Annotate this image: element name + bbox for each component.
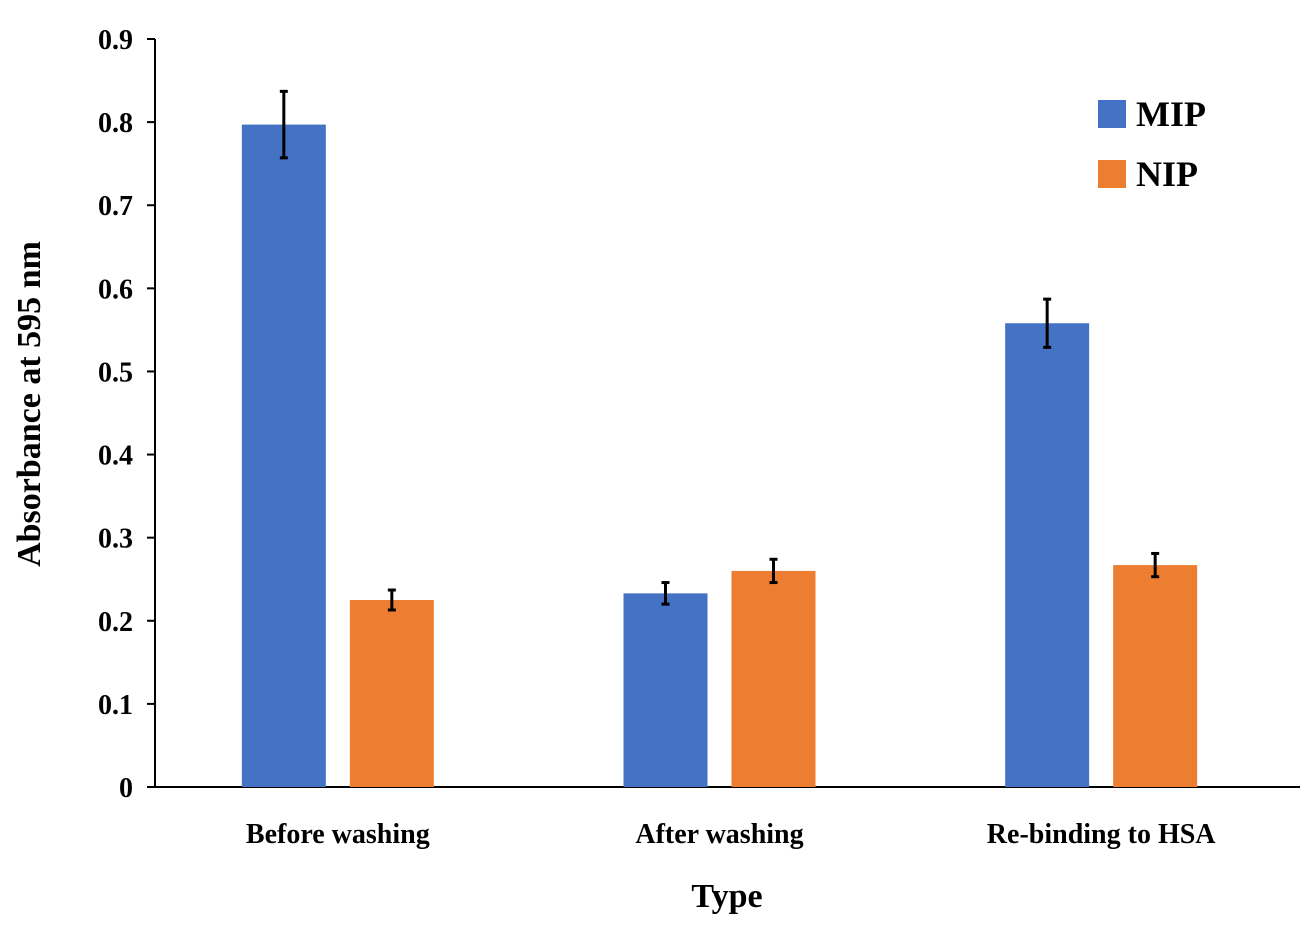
y-tick-label: 0.5 <box>98 357 133 388</box>
bar-mip <box>1005 323 1090 787</box>
y-tick-label: 0.8 <box>98 108 133 139</box>
y-axis-title: Absorbance at 595 nm <box>11 241 48 567</box>
y-tick-label: 0 <box>119 773 133 804</box>
x-category-label: After washing <box>635 819 803 850</box>
bar-mip <box>241 124 326 788</box>
x-axis: Before washing After washing Re-binding to… <box>155 786 1300 850</box>
y-tick-label: 0.3 <box>98 524 133 555</box>
legend-label-mip: MIP <box>1136 94 1206 134</box>
legend-label-nip: NIP <box>1136 154 1198 194</box>
y-tick-label: 0.1 <box>98 690 133 721</box>
bars <box>241 89 1198 788</box>
bar-mip <box>623 593 708 787</box>
legend-swatch-mip <box>1098 100 1126 128</box>
x-category-label: Before washing <box>246 819 430 850</box>
y-axis: 0 0.1 0.2 0.3 0.4 0.5 0.6 0.7 0.8 0.9 <box>98 25 156 804</box>
y-tick-label: 0.6 <box>98 274 133 305</box>
bar-nip <box>349 600 434 787</box>
y-tick-label: 0.9 <box>98 25 133 56</box>
legend-swatch-nip <box>1098 160 1126 188</box>
y-tick-label: 0.2 <box>98 607 133 638</box>
y-tick-label: 0.4 <box>98 441 133 472</box>
x-axis-title: Type <box>691 878 762 915</box>
bar-nip <box>731 570 816 787</box>
bar-nip <box>1113 565 1198 787</box>
x-category-label: Re-binding to HSA <box>987 819 1216 850</box>
y-tick-label: 0.7 <box>98 191 133 222</box>
legend: MIP NIP <box>1098 94 1206 194</box>
